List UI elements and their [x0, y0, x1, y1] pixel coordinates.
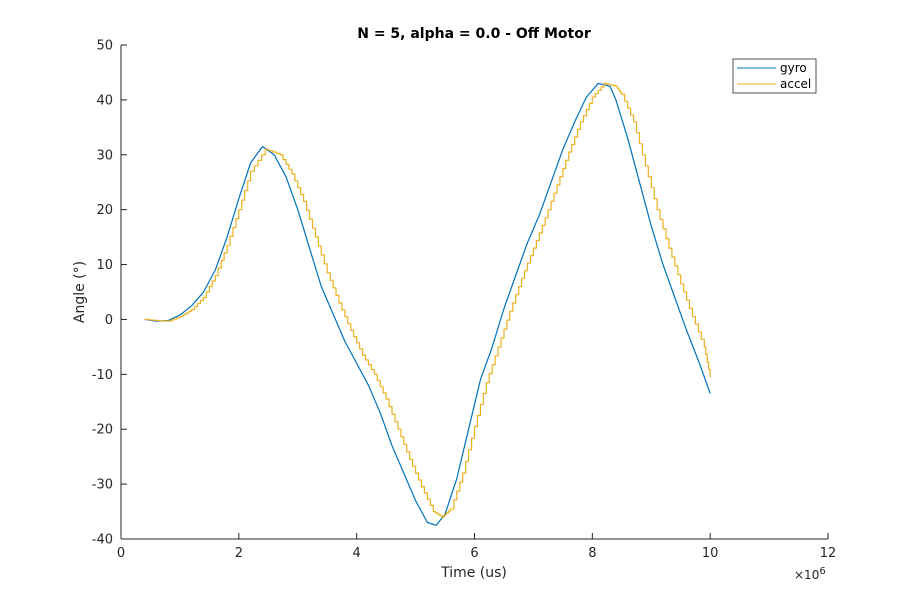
x-exponent-base: ×10 [794, 568, 819, 582]
y-tick-label: 20 [96, 203, 113, 218]
legend-label-accel: accel [780, 77, 811, 91]
x-tick-label: 10 [702, 546, 719, 561]
x-axis-label: Time (us) [440, 565, 507, 581]
x-exponent-label: ×106 [794, 566, 826, 582]
x-exponent-power: 6 [819, 566, 825, 577]
legend: gyro accel [732, 58, 817, 94]
y-tick-label: 50 [96, 39, 113, 54]
x-tick-label: 6 [470, 546, 478, 561]
series-line-gyro [144, 82, 711, 526]
y-tick-label: -20 [92, 423, 113, 438]
y-tick-label: -10 [92, 368, 113, 383]
x-tick-label: 4 [353, 546, 361, 561]
y-axis-label: Angle (°) [72, 261, 88, 323]
legend-box [732, 58, 817, 94]
x-tick-label: 2 [235, 546, 243, 561]
x-tick-label: 0 [117, 546, 125, 561]
chart-title: N = 5, alpha = 0.0 - Off Motor [357, 26, 591, 42]
y-tick-label: 0 [105, 313, 113, 328]
y-tick-label: 30 [96, 148, 113, 163]
x-tick-label: 12 [820, 546, 837, 561]
series-layer [144, 82, 711, 526]
y-tick-label: 40 [96, 93, 113, 108]
legend-label-gyro: gyro [780, 61, 807, 75]
x-ticks: 0 2 4 6 8 10 12 [117, 533, 836, 561]
y-tick-label: 10 [96, 258, 113, 273]
y-tick-label: -30 [92, 478, 113, 493]
x-tick-label: 8 [588, 546, 596, 561]
series-line-accel [144, 82, 711, 518]
y-tick-label: -40 [92, 533, 113, 548]
y-ticks: -40 -30 -20 -10 0 10 20 30 40 50 [92, 39, 127, 548]
